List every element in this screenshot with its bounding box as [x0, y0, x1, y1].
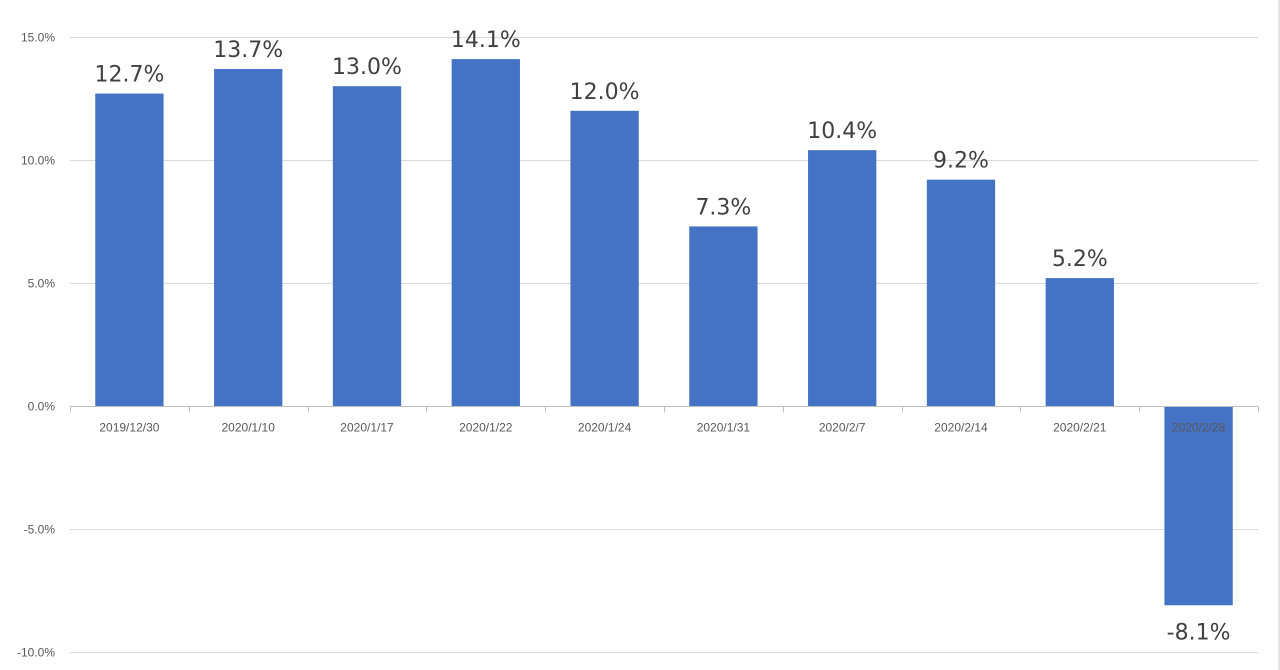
data-labels: 12.7% 13.7% 13.0% 14.1% 12.0% 7.3% 10.4% 9.2% 5.…: [94, 28, 1230, 645]
x-category-label: 2020/1/10: [222, 421, 276, 435]
data-label: 13.7%: [213, 38, 283, 63]
bar: [1164, 406, 1233, 606]
x-category-label: 2020/2/28: [1172, 421, 1226, 435]
y-tick-label: -5.0%: [24, 523, 56, 537]
x-category-label: 2020/1/31: [697, 421, 751, 435]
y-tick-label: 10.0%: [21, 154, 55, 168]
bar: [808, 150, 877, 406]
x-category-label: 2020/1/22: [459, 421, 513, 435]
x-category-label: 2020/2/14: [934, 421, 988, 435]
bar: [214, 68, 283, 406]
bar: [95, 93, 164, 406]
x-category-label: 2020/2/7: [819, 421, 866, 435]
bar: [451, 59, 520, 406]
y-tick-label: 5.0%: [28, 277, 56, 291]
data-label: 9.2%: [933, 149, 989, 174]
x-category-label: 2020/1/24: [578, 421, 632, 435]
x-axis: [70, 406, 1259, 413]
data-label: 14.1%: [451, 28, 521, 53]
x-category-label: 2020/2/21: [1053, 421, 1107, 435]
bar: [332, 86, 402, 406]
bar: [926, 179, 996, 406]
data-label: 12.7%: [94, 63, 164, 88]
y-axis-tick-labels: 15.0% 10.0% 5.0% 0.0% -5.0% -10.0%: [17, 31, 55, 660]
data-label: 5.2%: [1052, 247, 1108, 272]
bar: [570, 110, 639, 407]
bars: [95, 59, 1233, 606]
data-label: 13.0%: [332, 55, 402, 80]
data-label: 12.0%: [570, 80, 640, 105]
x-category-label: 2019/12/30: [99, 421, 159, 435]
y-tick-label: 0.0%: [28, 400, 56, 414]
y-tick-label: 15.0%: [21, 31, 55, 45]
bar: [1045, 278, 1114, 406]
x-category-label: 2020/1/17: [340, 421, 394, 435]
bar: [689, 226, 758, 406]
y-tick-label: -10.0%: [17, 646, 55, 660]
data-label: -8.1%: [1167, 620, 1231, 645]
data-label: 7.3%: [695, 195, 751, 220]
data-label: 10.4%: [807, 119, 877, 144]
x-axis-category-labels: 2019/12/30 2020/1/10 2020/1/17 2020/1/22 202…: [99, 421, 1225, 435]
